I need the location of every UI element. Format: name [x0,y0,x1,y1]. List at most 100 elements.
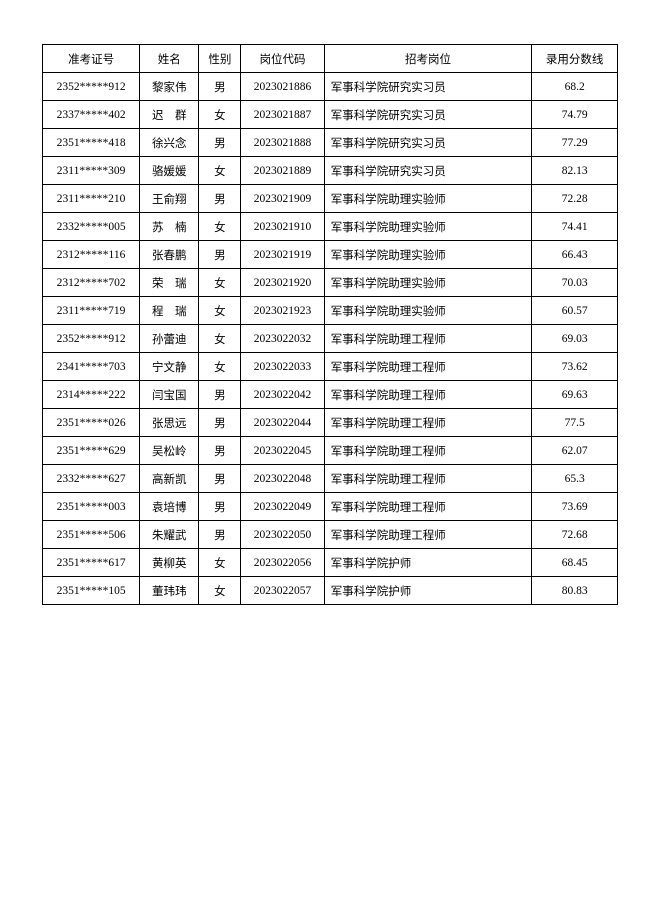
table-cell: 74.79 [532,101,618,129]
table-cell: 女 [199,353,241,381]
col-header-post: 招考岗位 [324,45,532,73]
table-cell: 男 [199,185,241,213]
table-cell: 2352*****912 [43,73,140,101]
table-cell: 66.43 [532,241,618,269]
table-cell: 男 [199,521,241,549]
score-table: 准考证号 姓名 性别 岗位代码 招考岗位 录用分数线 2352*****912黎… [42,44,618,605]
col-header-exam: 准考证号 [43,45,140,73]
table-cell: 军事科学院助理工程师 [324,325,532,353]
table-cell: 袁培博 [140,493,199,521]
table-cell: 2023022050 [241,521,324,549]
table-cell: 2023022057 [241,577,324,605]
table-row: 2351*****418徐兴念男2023021888军事科学院研究实习员77.2… [43,129,618,157]
table-cell: 69.63 [532,381,618,409]
table-row: 2311*****210王俞翔男2023021909军事科学院助理实验师72.2… [43,185,618,213]
table-cell: 2023021910 [241,213,324,241]
table-cell: 2023022056 [241,549,324,577]
table-cell: 军事科学院助理工程师 [324,381,532,409]
table-cell: 军事科学院助理工程师 [324,409,532,437]
table-cell: 军事科学院助理工程师 [324,521,532,549]
table-cell: 2312*****116 [43,241,140,269]
col-header-code: 岗位代码 [241,45,324,73]
table-cell: 73.69 [532,493,618,521]
table-cell: 黎家伟 [140,73,199,101]
table-cell: 68.45 [532,549,618,577]
table-cell: 2023021888 [241,129,324,157]
table-row: 2312*****116张春鹏男2023021919军事科学院助理实验师66.4… [43,241,618,269]
table-cell: 闫宝国 [140,381,199,409]
table-cell: 73.62 [532,353,618,381]
table-cell: 程 瑞 [140,297,199,325]
table-cell: 宁文静 [140,353,199,381]
table-cell: 2341*****703 [43,353,140,381]
table-cell: 2023021909 [241,185,324,213]
table-row: 2332*****627高新凯男2023022048军事科学院助理工程师65.3 [43,465,618,493]
table-cell: 军事科学院研究实习员 [324,129,532,157]
table-cell: 65.3 [532,465,618,493]
table-cell: 军事科学院研究实习员 [324,101,532,129]
table-row: 2314*****222闫宝国男2023022042军事科学院助理工程师69.6… [43,381,618,409]
table-cell: 董玮玮 [140,577,199,605]
table-cell: 骆媛媛 [140,157,199,185]
table-cell: 张思远 [140,409,199,437]
table-cell: 军事科学院助理实验师 [324,213,532,241]
table-cell: 军事科学院助理实验师 [324,297,532,325]
col-header-name: 姓名 [140,45,199,73]
table-row: 2351*****105董玮玮女2023022057军事科学院护师80.83 [43,577,618,605]
table-cell: 2351*****617 [43,549,140,577]
table-cell: 女 [199,549,241,577]
table-row: 2351*****617黄柳英女2023022056军事科学院护师68.45 [43,549,618,577]
table-cell: 2023022042 [241,381,324,409]
table-cell: 女 [199,577,241,605]
table-cell: 80.83 [532,577,618,605]
table-cell: 男 [199,129,241,157]
table-row: 2351*****003袁培博男2023022049军事科学院助理工程师73.6… [43,493,618,521]
table-cell: 2311*****210 [43,185,140,213]
table-row: 2352*****912孙蕾迪女2023022032军事科学院助理工程师69.0… [43,325,618,353]
table-cell: 男 [199,465,241,493]
table-cell: 2351*****105 [43,577,140,605]
table-cell: 军事科学院护师 [324,577,532,605]
table-cell: 朱耀武 [140,521,199,549]
col-header-gender: 性别 [199,45,241,73]
table-cell: 60.57 [532,297,618,325]
table-cell: 2337*****402 [43,101,140,129]
table-cell: 2023021887 [241,101,324,129]
table-cell: 王俞翔 [140,185,199,213]
table-cell: 2351*****629 [43,437,140,465]
table-cell: 2023022049 [241,493,324,521]
table-row: 2351*****506朱耀武男2023022050军事科学院助理工程师72.6… [43,521,618,549]
table-cell: 女 [199,325,241,353]
table-cell: 女 [199,269,241,297]
table-cell: 2351*****418 [43,129,140,157]
table-cell: 2312*****702 [43,269,140,297]
table-cell: 2351*****506 [43,521,140,549]
table-cell: 2023021920 [241,269,324,297]
table-cell: 2352*****912 [43,325,140,353]
table-cell: 2023022048 [241,465,324,493]
table-cell: 男 [199,437,241,465]
table-cell: 军事科学院研究实习员 [324,157,532,185]
table-cell: 军事科学院助理实验师 [324,241,532,269]
table-cell: 张春鹏 [140,241,199,269]
table-cell: 77.5 [532,409,618,437]
table-cell: 68.2 [532,73,618,101]
table-cell: 徐兴念 [140,129,199,157]
table-cell: 男 [199,241,241,269]
table-cell: 2023022033 [241,353,324,381]
table-cell: 74.41 [532,213,618,241]
table-row: 2312*****702荣 瑞女2023021920军事科学院助理实验师70.0… [43,269,618,297]
table-cell: 男 [199,381,241,409]
table-cell: 2311*****309 [43,157,140,185]
table-cell: 迟 群 [140,101,199,129]
table-row: 2351*****629吴松岭男2023022045军事科学院助理工程师62.0… [43,437,618,465]
table-cell: 吴松岭 [140,437,199,465]
table-cell: 72.28 [532,185,618,213]
table-cell: 苏 楠 [140,213,199,241]
table-cell: 女 [199,101,241,129]
table-cell: 军事科学院助理工程师 [324,493,532,521]
table-cell: 2023021886 [241,73,324,101]
table-cell: 军事科学院助理实验师 [324,269,532,297]
table-cell: 2351*****003 [43,493,140,521]
table-cell: 2023022045 [241,437,324,465]
